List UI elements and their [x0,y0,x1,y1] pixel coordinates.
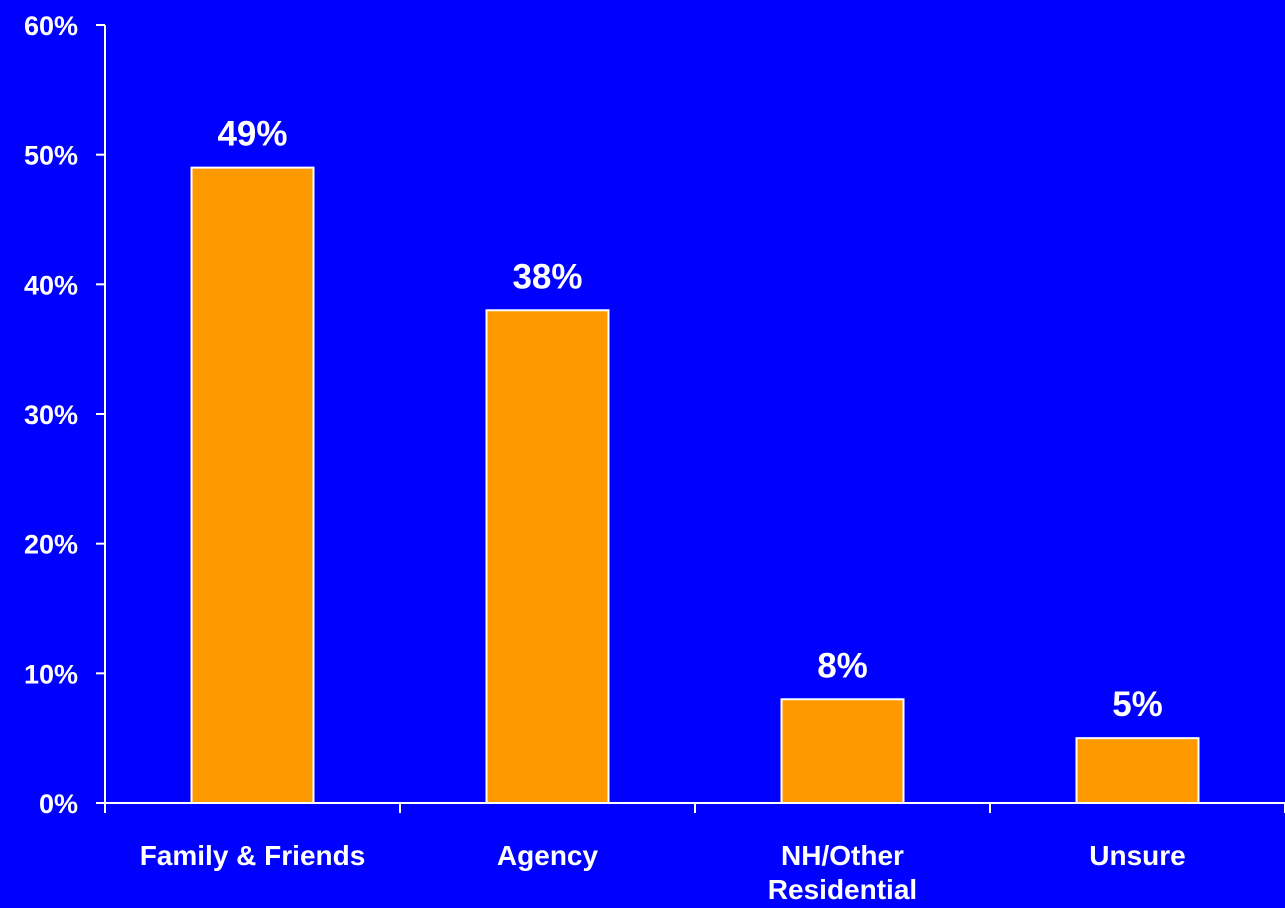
category-label: NH/Other Residential [768,840,917,905]
y-tick-label: 20% [24,530,78,560]
y-tick-label: 50% [24,141,78,171]
data-label: 8% [817,646,868,685]
bar [1075,737,1200,805]
category-label: Agency [497,840,599,871]
bar [780,698,905,804]
category-label-line: NH/Other [781,840,904,871]
y-axis: 0% 10% 20% 30% 40% 50% 60% [24,11,106,819]
y-tick-label: 10% [24,659,78,689]
category-label: Family & Friends [140,840,366,871]
data-label: 49% [217,115,287,154]
category-label-line: Unsure [1089,840,1185,871]
y-tick-label: 30% [24,400,78,430]
y-tick-label: 0% [39,789,78,819]
bars [190,166,1200,805]
bar [485,309,610,804]
category-label-line: Family & Friends [140,840,366,871]
category-label: Unsure [1089,840,1185,871]
data-label: 5% [1112,685,1163,724]
x-axis [104,802,1285,813]
category-labels: Family & Friends Agency NH/Other Residentia… [140,840,1186,905]
y-tick-label: 40% [24,270,78,300]
category-label-line: Agency [497,840,599,871]
y-tick-label: 60% [24,11,78,41]
bar [190,166,315,804]
data-labels: 49% 38% 8% 5% [217,115,1162,725]
data-label: 38% [512,257,582,296]
category-label-line: Residential [768,874,917,905]
